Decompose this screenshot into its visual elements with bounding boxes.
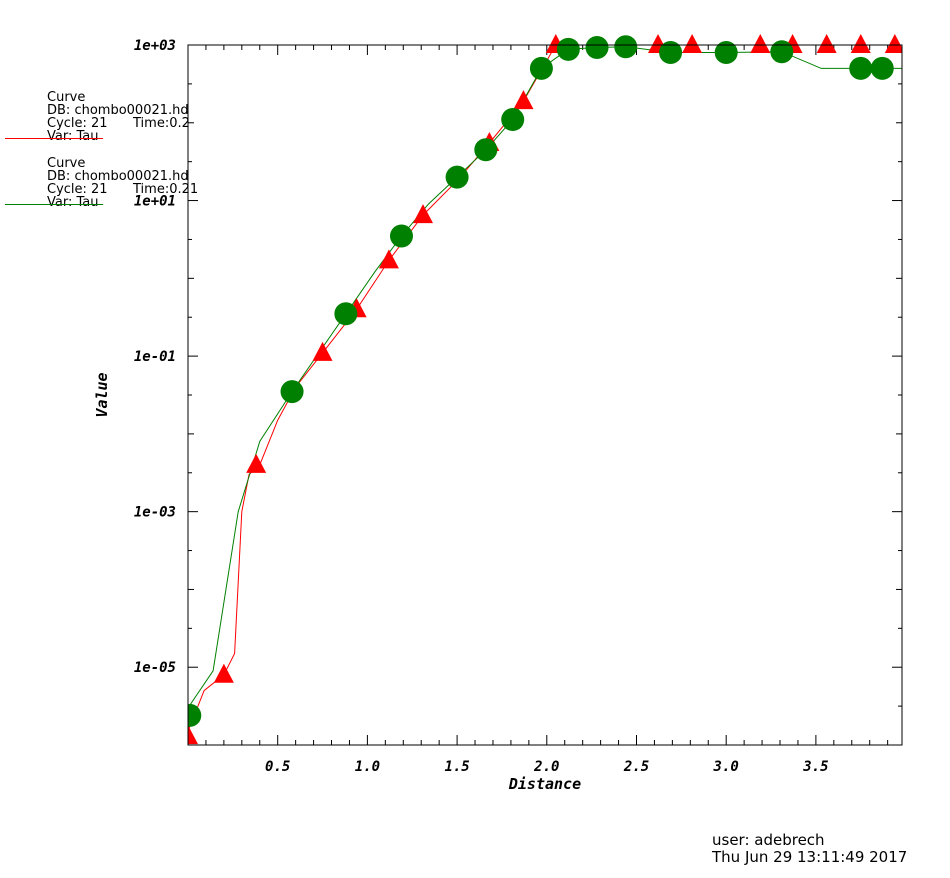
legend-db: DB: chombo00021.hdf: [47, 170, 188, 183]
x-axis-label: Distance: [508, 775, 581, 793]
series-line-2: [188, 46, 902, 709]
legend-swatch-2: [5, 204, 103, 205]
legend-time: Time:0.21: [133, 182, 199, 197]
data-point-triangle: [312, 341, 333, 361]
legend-cycle: Cycle: 21: [47, 182, 108, 197]
series-group: [188, 34, 902, 745]
legend-var: Var: Tau: [47, 129, 99, 144]
axis-ticks: [188, 45, 902, 745]
y-tick-label: 1e+03: [134, 38, 176, 54]
data-point-circle: [659, 41, 683, 65]
data-point-triangle: [850, 34, 871, 53]
legend-cycle: Cycle: 21: [47, 116, 108, 131]
x-tick-label: 1.0: [355, 759, 380, 775]
y-tick-label: 1e-05: [134, 660, 176, 676]
legend-title: Curve: [47, 156, 86, 171]
data-point-circle: [714, 41, 738, 65]
legend-var: Var: Tau: [47, 195, 99, 210]
legend-title: Curve: [47, 90, 86, 105]
data-point-circle: [556, 37, 580, 61]
data-point-triangle: [884, 34, 902, 53]
data-point-circle: [870, 56, 894, 80]
data-point-circle: [389, 224, 413, 248]
data-point-triangle: [213, 663, 234, 683]
data-point-triangle: [682, 34, 703, 53]
data-point-circle: [280, 380, 304, 404]
x-tick-label: 2.5: [623, 759, 649, 775]
data-point-triangle: [816, 34, 837, 53]
x-tick-label: 1.5: [444, 759, 469, 775]
x-tick-label: 2.0: [533, 759, 559, 775]
x-tick-label: 3.0: [713, 759, 739, 775]
data-point-circle: [849, 56, 873, 80]
footer-info: user: adebrech Thu Jun 29 13:11:49 2017: [712, 832, 907, 866]
legend-swatch-1: [5, 138, 103, 139]
data-point-circle: [445, 165, 469, 189]
x-tick-label: 0.5: [265, 759, 290, 775]
series-layer: [188, 34, 902, 745]
data-point-circle: [501, 108, 525, 132]
data-point-circle: [334, 302, 358, 326]
data-point-circle: [770, 40, 794, 64]
y-tick-label: 1e-01: [134, 349, 176, 365]
data-point-triangle: [188, 725, 198, 745]
data-point-circle: [614, 35, 638, 59]
data-point-triangle: [246, 453, 267, 473]
legend-entry-1: Curve DB: chombo00021.hdf Cycle: 21 Time:…: [47, 91, 192, 143]
data-point-triangle: [513, 90, 534, 110]
data-point-triangle: [378, 249, 399, 269]
timestamp-label: Thu Jun 29 13:11:49 2017: [712, 848, 908, 866]
legend-time: Time:0.2: [133, 116, 190, 131]
y-tick-label: 1e+01: [134, 194, 176, 210]
x-tick-label: 3.5: [802, 759, 828, 775]
tick-labels: 0.5 1.0 1.5 2.0 2.5 3.0 3.5 1e-05 1e-03 1e-01 1e+0…: [134, 38, 829, 775]
y-axis-label: Value: [93, 372, 111, 417]
data-point-circle: [474, 138, 498, 162]
legend-db: DB: chombo00021.hdf: [47, 104, 188, 117]
data-point-triangle: [750, 34, 771, 53]
plot-frame: [187, 44, 903, 746]
data-point-circle: [188, 703, 202, 727]
y-tick-label: 1e-03: [134, 505, 176, 521]
data-point-circle: [529, 56, 553, 80]
data-point-triangle: [413, 204, 434, 224]
legend-entry-2: Curve DB: chombo00021.hdf Cycle: 21 Time:…: [47, 156, 198, 210]
user-label: user: adebrech: [712, 831, 825, 849]
data-point-circle: [585, 35, 609, 59]
